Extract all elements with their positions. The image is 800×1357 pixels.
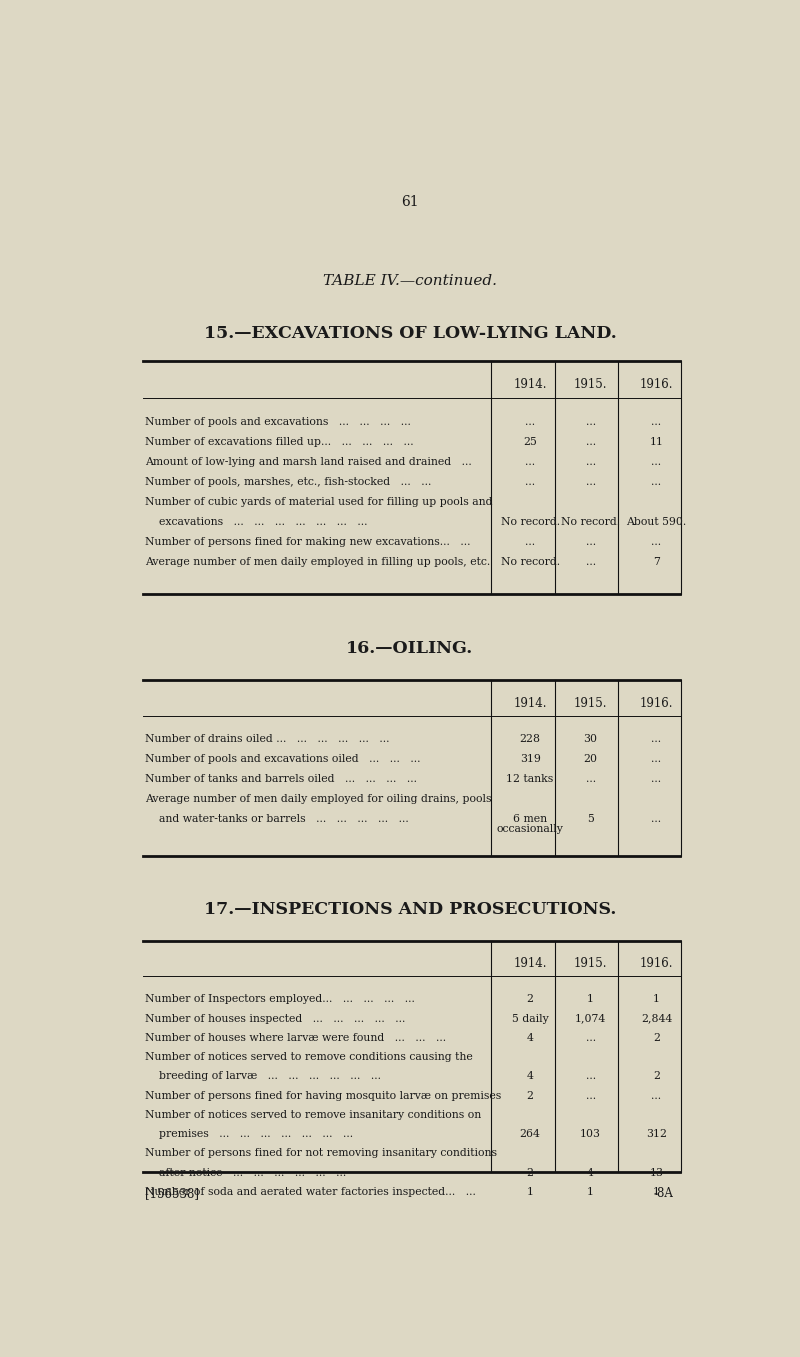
Text: TABLE IV.—continued.: TABLE IV.—continued. xyxy=(323,274,497,289)
Text: 20: 20 xyxy=(583,754,598,764)
Text: Number of persons fined for not removing insanitary conditions: Number of persons fined for not removing… xyxy=(145,1148,497,1159)
Text: 228: 228 xyxy=(520,734,541,744)
Text: 1915.: 1915. xyxy=(574,697,607,710)
Text: Number of pools and excavations oiled   ...   ...   ...: Number of pools and excavations oiled ..… xyxy=(145,754,421,764)
Text: 5 daily: 5 daily xyxy=(512,1014,549,1023)
Text: Number of notices served to remove insanitary conditions on: Number of notices served to remove insan… xyxy=(145,1110,482,1120)
Text: after notice   ...   ...   ...   ...   ...   ...: after notice ... ... ... ... ... ... xyxy=(145,1167,346,1178)
Text: 1914.: 1914. xyxy=(514,379,547,391)
Text: No record.: No record. xyxy=(501,558,560,567)
Text: 264: 264 xyxy=(520,1129,541,1139)
Text: 2: 2 xyxy=(526,1167,534,1178)
Text: 2: 2 xyxy=(526,1091,534,1101)
Text: -8A: -8A xyxy=(654,1187,674,1200)
Text: Number of cubic yards of material used for filling up pools and: Number of cubic yards of material used f… xyxy=(145,497,493,508)
Text: 1914.: 1914. xyxy=(514,958,547,970)
Text: 1: 1 xyxy=(653,1187,660,1197)
Text: ...: ... xyxy=(651,478,662,487)
Text: Number of persons fined for making new excavations...   ...: Number of persons fined for making new e… xyxy=(145,537,470,547)
Text: Average number of men daily employed for oiling drains, pools: Average number of men daily employed for… xyxy=(145,794,491,805)
Text: ...: ... xyxy=(586,537,596,547)
Text: 17.—INSPECTIONS AND PROSECUTIONS.: 17.—INSPECTIONS AND PROSECUTIONS. xyxy=(204,901,616,917)
Text: ...: ... xyxy=(651,457,662,467)
Text: 15.—EXCAVATIONS OF LOW-LYING LAND.: 15.—EXCAVATIONS OF LOW-LYING LAND. xyxy=(204,324,616,342)
Text: ...: ... xyxy=(586,437,596,446)
Text: Number of houses where larvæ were found   ...   ...   ...: Number of houses where larvæ were found … xyxy=(145,1033,446,1044)
Text: 1916.: 1916. xyxy=(640,697,674,710)
Text: Amount of low-lying and marsh land raised and drained   ...: Amount of low-lying and marsh land raise… xyxy=(145,457,472,467)
Text: 2: 2 xyxy=(526,995,534,1004)
Text: 4: 4 xyxy=(587,1167,594,1178)
Text: ...: ... xyxy=(651,775,662,784)
Text: breeding of larvæ   ...   ...   ...   ...   ...   ...: breeding of larvæ ... ... ... ... ... ..… xyxy=(145,1072,381,1082)
Text: excavations   ...   ...   ...   ...   ...   ...   ...: excavations ... ... ... ... ... ... ... xyxy=(145,517,367,527)
Text: ...: ... xyxy=(586,478,596,487)
Text: 1: 1 xyxy=(587,1187,594,1197)
Text: ...: ... xyxy=(586,775,596,784)
Text: ...: ... xyxy=(586,417,596,427)
Text: 4: 4 xyxy=(526,1072,534,1082)
Text: Number of Inspectors employed...   ...   ...   ...   ...: Number of Inspectors employed... ... ...… xyxy=(145,995,415,1004)
Text: 1914.: 1914. xyxy=(514,697,547,710)
Text: ...: ... xyxy=(651,537,662,547)
Text: [156538]: [156538] xyxy=(145,1187,199,1200)
Text: Number of excavations filled up...   ...   ...   ...   ...: Number of excavations filled up... ... .… xyxy=(145,437,414,446)
Text: 7: 7 xyxy=(653,558,660,567)
Text: 1: 1 xyxy=(587,995,594,1004)
Text: 319: 319 xyxy=(520,754,541,764)
Text: ...: ... xyxy=(651,1091,662,1101)
Text: 1: 1 xyxy=(526,1187,534,1197)
Text: ...: ... xyxy=(586,558,596,567)
Text: and water-tanks or barrels   ...   ...   ...   ...   ...: and water-tanks or barrels ... ... ... .… xyxy=(145,814,409,824)
Text: 1916.: 1916. xyxy=(640,958,674,970)
Text: No record.: No record. xyxy=(561,517,620,527)
Text: ...: ... xyxy=(651,754,662,764)
Text: 103: 103 xyxy=(580,1129,601,1139)
Text: 11: 11 xyxy=(650,437,663,446)
Text: 25: 25 xyxy=(523,437,537,446)
Text: ...: ... xyxy=(586,1091,596,1101)
Text: 12 tanks: 12 tanks xyxy=(506,775,554,784)
Text: 6 men: 6 men xyxy=(513,814,547,824)
Text: Number of tanks and barrels oiled   ...   ...   ...   ...: Number of tanks and barrels oiled ... ..… xyxy=(145,775,417,784)
Text: Number of persons fined for having mosquito larvæ on premises: Number of persons fined for having mosqu… xyxy=(145,1091,501,1101)
Text: Number of notices served to remove conditions causing the: Number of notices served to remove condi… xyxy=(145,1052,473,1063)
Text: Number of pools and excavations   ...   ...   ...   ...: Number of pools and excavations ... ... … xyxy=(145,417,411,427)
Text: 1,074: 1,074 xyxy=(575,1014,606,1023)
Text: ...: ... xyxy=(651,814,662,824)
Text: 2: 2 xyxy=(653,1072,660,1082)
Text: ...: ... xyxy=(586,457,596,467)
Text: 1916.: 1916. xyxy=(640,379,674,391)
Text: ...: ... xyxy=(525,457,535,467)
Text: 312: 312 xyxy=(646,1129,667,1139)
Text: Number of soda and aerated water factories inspected...   ...: Number of soda and aerated water factori… xyxy=(145,1187,476,1197)
Text: Number of drains oiled ...   ...   ...   ...   ...   ...: Number of drains oiled ... ... ... ... .… xyxy=(145,734,390,744)
Text: 2,844: 2,844 xyxy=(641,1014,672,1023)
Text: 61: 61 xyxy=(401,195,419,209)
Text: ...: ... xyxy=(586,1072,596,1082)
Text: 13: 13 xyxy=(650,1167,663,1178)
Text: 30: 30 xyxy=(583,734,598,744)
Text: 2: 2 xyxy=(653,1033,660,1044)
Text: Average number of men daily employed in filling up pools, etc.: Average number of men daily employed in … xyxy=(145,558,490,567)
Text: 1915.: 1915. xyxy=(574,958,607,970)
Text: ...: ... xyxy=(586,1033,596,1044)
Text: 4: 4 xyxy=(526,1033,534,1044)
Text: Number of pools, marshes, etc., fish-stocked   ...   ...: Number of pools, marshes, etc., fish-sto… xyxy=(145,478,431,487)
Text: premises   ...   ...   ...   ...   ...   ...   ...: premises ... ... ... ... ... ... ... xyxy=(145,1129,353,1139)
Text: About 590.: About 590. xyxy=(626,517,686,527)
Text: ...: ... xyxy=(525,417,535,427)
Text: No record.: No record. xyxy=(501,517,560,527)
Text: 16.—OILING.: 16.—OILING. xyxy=(346,641,474,657)
Text: 1: 1 xyxy=(653,995,660,1004)
Text: occasionally: occasionally xyxy=(497,824,563,835)
Text: 1915.: 1915. xyxy=(574,379,607,391)
Text: ...: ... xyxy=(651,417,662,427)
Text: 5: 5 xyxy=(587,814,594,824)
Text: ...: ... xyxy=(525,537,535,547)
Text: Number of houses inspected   ...   ...   ...   ...   ...: Number of houses inspected ... ... ... .… xyxy=(145,1014,406,1023)
Text: ...: ... xyxy=(525,478,535,487)
Text: ...: ... xyxy=(651,734,662,744)
